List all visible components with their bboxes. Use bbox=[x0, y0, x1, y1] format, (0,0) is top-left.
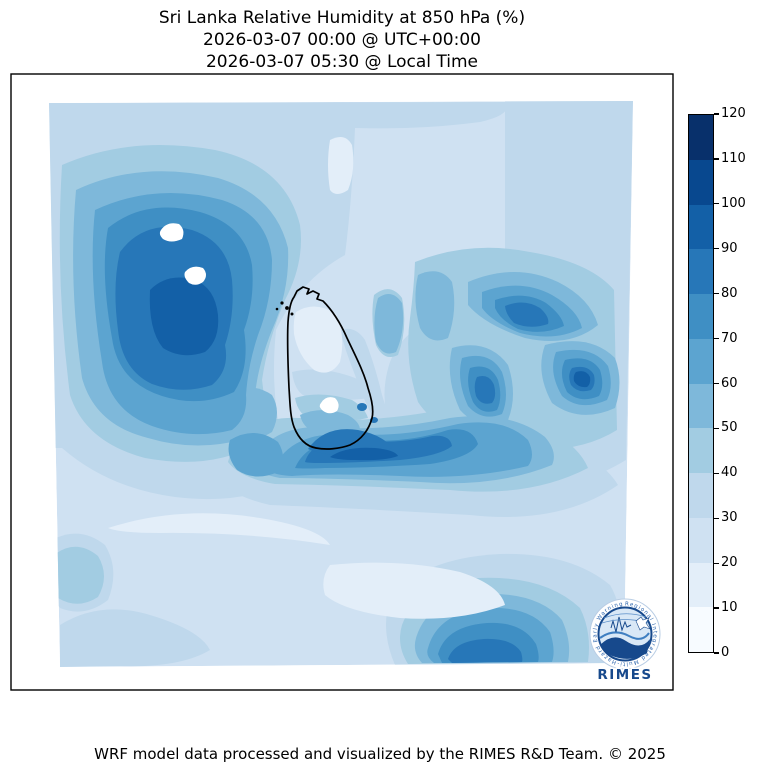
title-line-2: 2026-03-07 00:00 @ UTC+00:00 bbox=[203, 30, 481, 50]
colorbar bbox=[688, 114, 714, 653]
colorbar-tick-label: 10 bbox=[721, 600, 738, 616]
colorbar-segment bbox=[689, 428, 713, 473]
colorbar-segment bbox=[689, 562, 713, 608]
colorbar-tick-label: 0 bbox=[721, 645, 730, 660]
colorbar-tick bbox=[714, 293, 719, 295]
offshore-islets bbox=[275, 301, 294, 316]
logo-seismogram bbox=[610, 616, 632, 633]
colorbar-tick bbox=[714, 113, 719, 115]
colorbar-tick-label: 70 bbox=[721, 330, 738, 346]
colorbar-tick-label: 120 bbox=[721, 106, 746, 121]
colorbar-tick-label: 50 bbox=[721, 420, 738, 436]
contour-level-90-100 bbox=[149, 277, 591, 461]
colorbar-tick-label: 30 bbox=[721, 510, 738, 526]
colorbar-tick bbox=[714, 652, 719, 654]
no-data-holes bbox=[159, 223, 339, 414]
colorbar-segment bbox=[689, 159, 713, 205]
colorbar-tick-label: 40 bbox=[721, 465, 738, 481]
colorbar-segment bbox=[689, 294, 713, 339]
colorbar-segment bbox=[689, 473, 713, 518]
colorbar-tick-label: 110 bbox=[721, 150, 746, 166]
colorbar-tick-label: 90 bbox=[721, 240, 738, 256]
colorbar-segment bbox=[689, 249, 713, 294]
colorbar-tick bbox=[714, 158, 719, 160]
logo-dark-wave bbox=[600, 637, 650, 659]
colorbar-tick-label: 80 bbox=[721, 285, 738, 301]
rimes-wordmark: RIMES bbox=[597, 667, 652, 683]
colorbar-tick-label: 60 bbox=[721, 375, 738, 391]
colorbar-tick bbox=[714, 472, 719, 474]
page-title: Sri Lanka Relative Humidity at 850 hPa (… bbox=[0, 7, 684, 73]
logo-bird bbox=[635, 616, 651, 631]
colorbar-tick bbox=[714, 382, 719, 385]
colorbar-tick bbox=[714, 607, 719, 609]
contour-level-10-20 bbox=[108, 136, 505, 619]
colorbar-tick-label: 20 bbox=[721, 555, 738, 571]
title-line-3: 2026-03-07 05:30 @ Local Time bbox=[205, 52, 479, 72]
colorbar-tick-label: 100 bbox=[721, 195, 746, 211]
footer-credit: WRF model data processed and visualized … bbox=[94, 745, 666, 763]
colorbar-segment bbox=[689, 115, 713, 160]
colorbar-tick bbox=[714, 562, 719, 564]
colorbar-tick bbox=[714, 427, 719, 429]
colorbar-segment bbox=[689, 383, 713, 429]
colorbar-tick bbox=[714, 337, 719, 340]
colorbar-tick bbox=[714, 248, 719, 250]
title-line-1: Sri Lanka Relative Humidity at 850 hPa (… bbox=[158, 8, 526, 28]
colorbar-tick bbox=[714, 203, 719, 205]
colorbar-segment bbox=[689, 204, 713, 250]
colorbar-segment bbox=[689, 607, 713, 652]
logo-light-wave bbox=[599, 631, 650, 640]
colorbar-tick bbox=[714, 517, 719, 519]
colorbar-segment bbox=[689, 517, 713, 563]
sri-lanka-coastline bbox=[286, 286, 374, 450]
colorbar-segment bbox=[689, 338, 713, 384]
